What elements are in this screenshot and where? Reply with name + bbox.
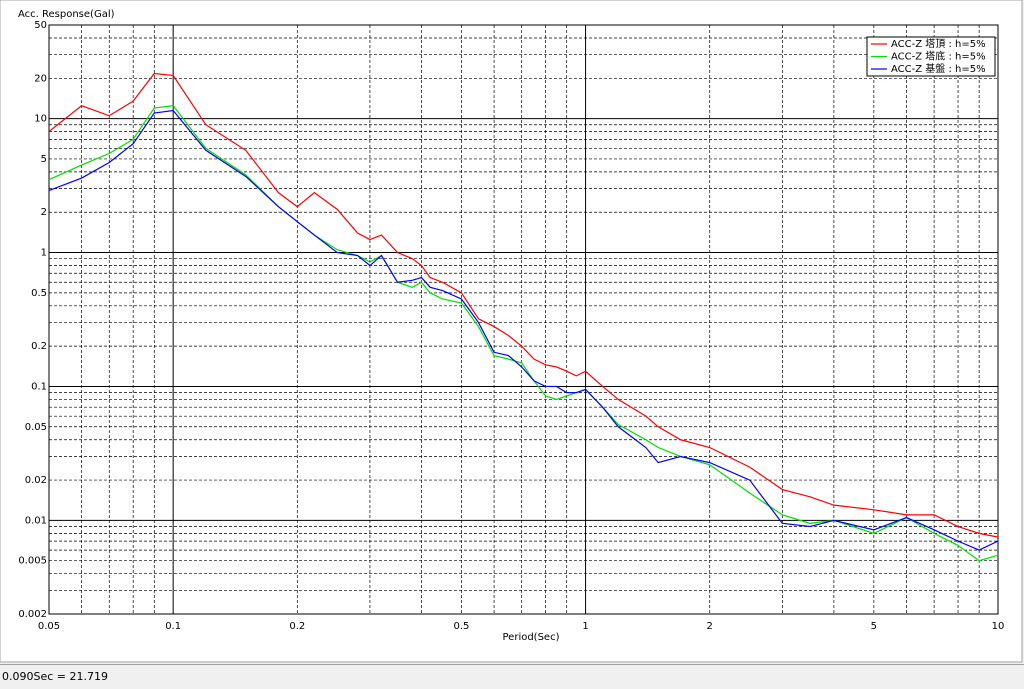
legend-box — [866, 36, 996, 77]
x-tick-label: 5 — [871, 621, 877, 632]
series-line — [48, 72, 999, 538]
y-tick-label: 5 — [41, 154, 47, 165]
x-tick-label: 0.5 — [453, 621, 469, 632]
y-tick-label: 2 — [41, 207, 47, 218]
y-tick-label: 0.1 — [31, 381, 47, 392]
x-tick-label: 2 — [707, 621, 713, 632]
y-tick-label: 1 — [41, 248, 47, 259]
y-tick-label: 0.002 — [18, 609, 47, 620]
legend: ACC-Z 塔頂 : h=5%ACC-Z 塔底 : h=5%ACC-Z 基盤 :… — [866, 36, 996, 77]
y-tick-label: 0.005 — [18, 556, 47, 567]
legend-label: ACC-Z 塔底 : h=5% — [891, 50, 986, 63]
y-tick-label: 0.2 — [31, 341, 47, 352]
y-tick-label: 10 — [34, 114, 47, 125]
status-bar: 0.090Sec = 21.719 — [0, 664, 1024, 688]
plot-frame — [48, 24, 999, 615]
legend-label: ACC-Z 塔頂 : h=5% — [891, 37, 986, 50]
y-tick-label: 50 — [34, 20, 47, 31]
y-tick-label: 0.5 — [31, 288, 47, 299]
x-tick-label: 1 — [582, 621, 588, 632]
x-tick-label: 0.1 — [165, 621, 181, 632]
y-tick-label: 0.05 — [25, 422, 47, 433]
x-tick-label: 0.05 — [38, 621, 60, 632]
x-tick-label: 10 — [992, 621, 1005, 632]
x-tick-label: 0.2 — [289, 621, 305, 632]
chart-panel — [0, 0, 1023, 663]
y-tick-label: 0.02 — [25, 475, 47, 486]
series-line — [48, 109, 999, 551]
y-tick-label: 0.01 — [25, 515, 47, 526]
legend-label: ACC-Z 基盤 : h=5% — [891, 62, 986, 75]
chart: Acc. Response(Gal) Period(Sec) 0.002 0.00… — [0, 0, 1023, 663]
x-axis-label: Period(Sec) — [503, 632, 560, 643]
y-tick-label: 20 — [34, 73, 47, 84]
y-axis-label: Acc. Response(Gal) — [18, 9, 115, 20]
